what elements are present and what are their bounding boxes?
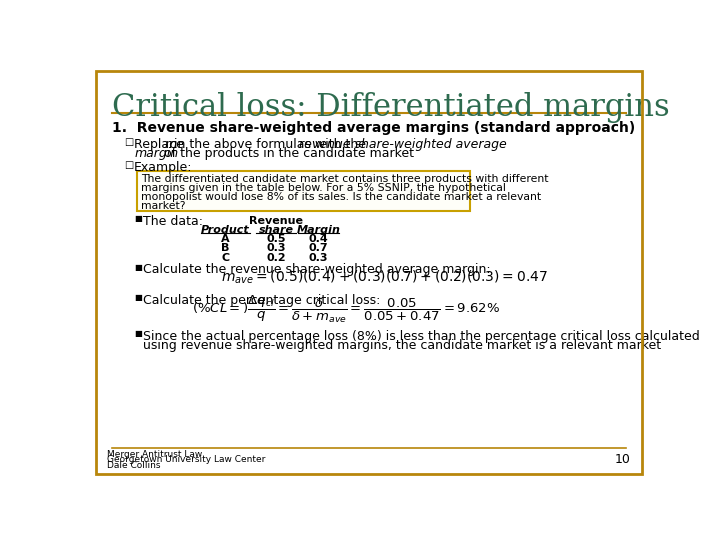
Text: Revenue: Revenue xyxy=(249,215,303,226)
Text: $(\%CL =)\dfrac{\Delta q_{cl}}{q} = \dfrac{\delta}{\delta + m_{ave}} = \dfrac{0.: $(\%CL =)\dfrac{\Delta q_{cl}}{q} = \dfr… xyxy=(192,294,500,325)
Text: Replace: Replace xyxy=(134,138,188,151)
Text: ■: ■ xyxy=(134,329,142,338)
Text: C: C xyxy=(222,253,230,262)
Text: □: □ xyxy=(124,160,133,170)
Text: Calculate the revenue share-weighted average margin:: Calculate the revenue share-weighted ave… xyxy=(143,264,490,276)
Text: Since the actual percentage loss (8%) is less than the percentage critical loss : Since the actual percentage loss (8%) is… xyxy=(143,330,699,343)
Text: of the products in the candidate market: of the products in the candidate market xyxy=(160,147,414,160)
Text: □: □ xyxy=(124,137,133,147)
Bar xyxy=(137,171,469,211)
Text: ■: ■ xyxy=(134,262,142,272)
Text: ■: ■ xyxy=(134,214,142,223)
Text: share: share xyxy=(258,225,294,235)
Text: 0.3: 0.3 xyxy=(266,244,286,253)
Text: 0.3: 0.3 xyxy=(309,253,328,262)
Text: margin: margin xyxy=(134,147,179,160)
Text: margins given in the table below. For a 5% SSNIP, the hypothetical: margins given in the table below. For a … xyxy=(141,183,506,193)
Text: ■: ■ xyxy=(134,294,142,302)
Text: revenue share-weighted average: revenue share-weighted average xyxy=(300,138,507,151)
Text: 10: 10 xyxy=(615,453,631,465)
Text: Dale Collins: Dale Collins xyxy=(107,461,161,470)
Text: Merger Antitrust Law: Merger Antitrust Law xyxy=(107,450,202,459)
Text: The differentiated candidate market contains three products with different: The differentiated candidate market cont… xyxy=(141,174,549,184)
Text: Critical loss: Differentiated margins: Critical loss: Differentiated margins xyxy=(112,92,670,123)
Text: monopolist would lose 8% of its sales. Is the candidate market a relevant: monopolist would lose 8% of its sales. I… xyxy=(141,192,541,202)
Text: $m_{ave} = (0.5)(0.4) + (0.3)(0.7) + (0.2)(0.3) = 0.47$: $m_{ave} = (0.5)(0.4) + (0.3)(0.7) + (0.… xyxy=(221,268,548,286)
Text: B: B xyxy=(222,244,230,253)
Text: market?: market? xyxy=(141,201,186,211)
Text: Calculate the percentage critical loss:: Calculate the percentage critical loss: xyxy=(143,294,380,307)
Text: A: A xyxy=(221,234,230,244)
Text: using revenue share-weighted margins, the candidate market is a relevant market: using revenue share-weighted margins, th… xyxy=(143,339,661,352)
Text: 0.5: 0.5 xyxy=(266,234,286,244)
Text: in the above formulas with the: in the above formulas with the xyxy=(170,138,370,151)
Text: m: m xyxy=(164,138,176,151)
Text: The data:: The data: xyxy=(143,215,203,228)
Text: 0.7: 0.7 xyxy=(309,244,328,253)
Text: Example:: Example: xyxy=(134,161,193,174)
Text: 0.4: 0.4 xyxy=(309,234,328,244)
Text: Product: Product xyxy=(202,225,250,235)
Text: 0.2: 0.2 xyxy=(266,253,286,262)
Text: 1.  Revenue share-weighted average margins (standard approach): 1. Revenue share-weighted average margin… xyxy=(112,121,635,135)
Text: Margin: Margin xyxy=(297,225,341,235)
Text: Georgetown University Law Center: Georgetown University Law Center xyxy=(107,455,266,464)
